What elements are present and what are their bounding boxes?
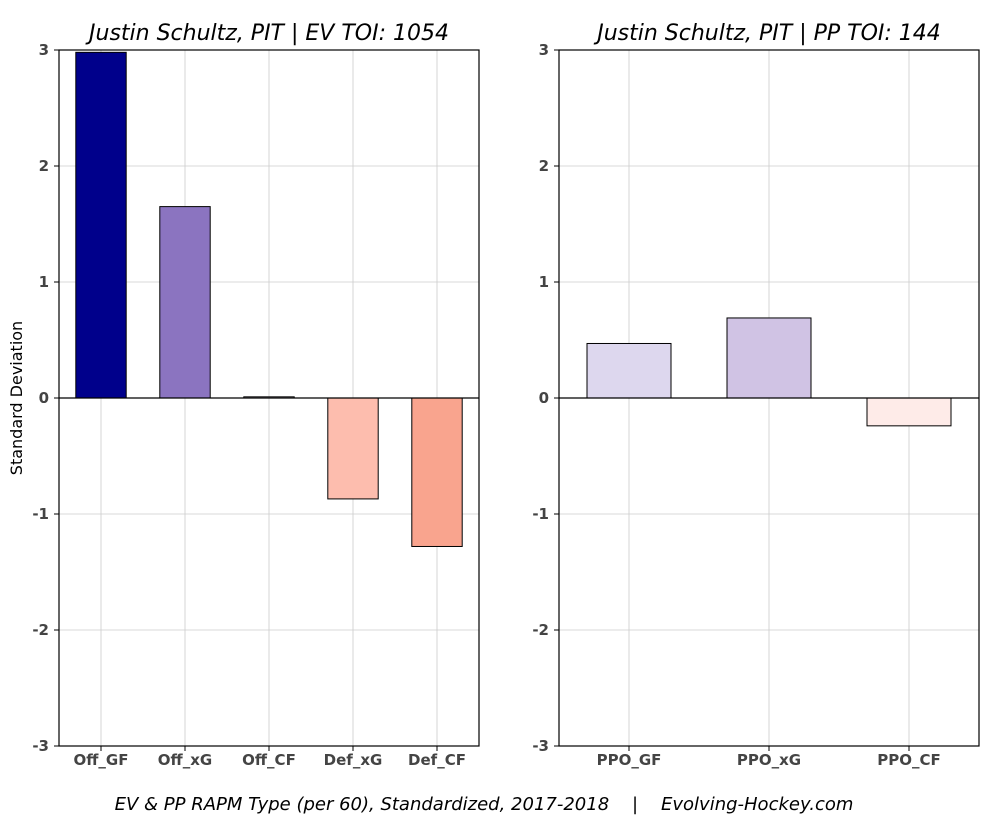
bar-off-gf [75,51,127,399]
y-tick-label: 1 [539,273,549,291]
figure-footer: EV & PP RAPM Type (per 60), Standardized… [115,794,854,815]
bar-def-xg [327,397,379,500]
chart-title: Justin Schultz, PIT | PP TOI: 144 [593,21,941,46]
y-tick-label: 3 [539,41,549,59]
x-tick-label: PPO_GF [597,751,662,769]
y-tick-label: 3 [39,41,49,59]
x-tick-label: Off_xG [158,751,212,769]
bar-ppo-xg [726,317,812,399]
y-tick-label: -1 [32,505,49,523]
y-tick-label: 0 [539,389,549,407]
x-tick-label: PPO_CF [877,751,941,769]
plot-frame [558,49,980,747]
x-tick-label: PPO_xG [737,751,801,769]
pp-rapm-chart: -3 -2 -1 0 1 2 3 PPO_GF PPO_xG PPO_CF Justin Schul… [532,21,980,769]
y-tick-label: -1 [532,505,549,523]
plot-frame [58,49,480,747]
bar-ppo-gf [586,342,672,399]
bar-def-cf [411,397,463,547]
y-tick-label: 2 [539,157,549,175]
bar-off-xg [159,206,211,399]
x-tick-label: Off_GF [74,751,129,769]
ev-rapm-chart: -3 -2 -1 0 1 2 3 Off_GF Off_xG Off_CF Def_xG Def_CF… [7,21,480,769]
x-tick-label: Def_CF [408,751,466,769]
chart-title: Justin Schultz, PIT | EV TOI: 1054 [85,21,449,46]
y-tick-label: -3 [532,737,549,755]
y-axis-label: Standard Deviation [7,321,26,475]
x-tick-label: Def_xG [324,751,383,769]
bar-ppo-cf [866,397,952,427]
y-tick-label: -3 [32,737,49,755]
y-tick-label: -2 [532,621,549,639]
x-tick-label: Off_CF [242,751,296,769]
y-tick-label: 0 [39,389,49,407]
y-tick-label: 1 [39,273,49,291]
y-tick-label: -2 [32,621,49,639]
y-tick-label: 2 [39,157,49,175]
